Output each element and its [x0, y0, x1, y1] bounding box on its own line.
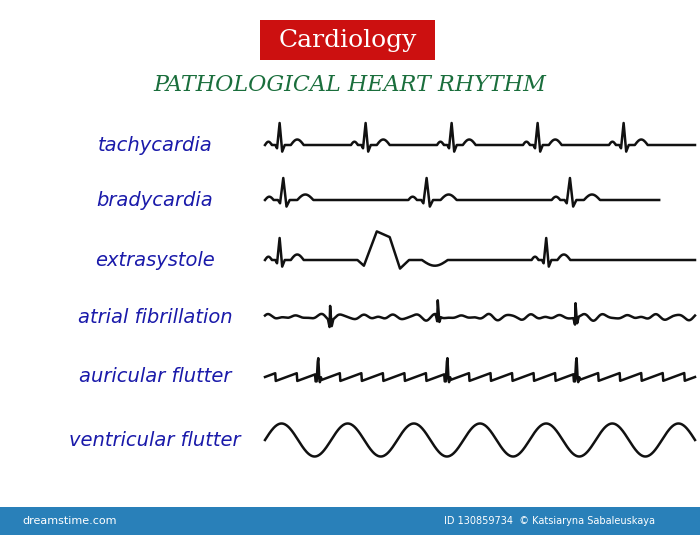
FancyBboxPatch shape	[260, 20, 435, 60]
Text: tachycardia: tachycardia	[97, 135, 212, 155]
FancyBboxPatch shape	[0, 507, 700, 535]
Text: bradycardia: bradycardia	[97, 190, 214, 210]
Text: extrasystole: extrasystole	[95, 250, 215, 270]
Text: auricular flutter: auricular flutter	[79, 368, 231, 386]
Text: atrial fibrillation: atrial fibrillation	[78, 308, 232, 326]
Text: ventricular flutter: ventricular flutter	[69, 431, 241, 449]
Text: dreamstime.com: dreamstime.com	[22, 516, 118, 526]
Text: ID 130859734  © Katsiaryna Sabaleuskaya: ID 130859734 © Katsiaryna Sabaleuskaya	[444, 516, 655, 526]
Text: Cardiology: Cardiology	[279, 28, 416, 51]
Text: PATHOLOGICAL HEART RHYTHM: PATHOLOGICAL HEART RHYTHM	[153, 74, 547, 96]
